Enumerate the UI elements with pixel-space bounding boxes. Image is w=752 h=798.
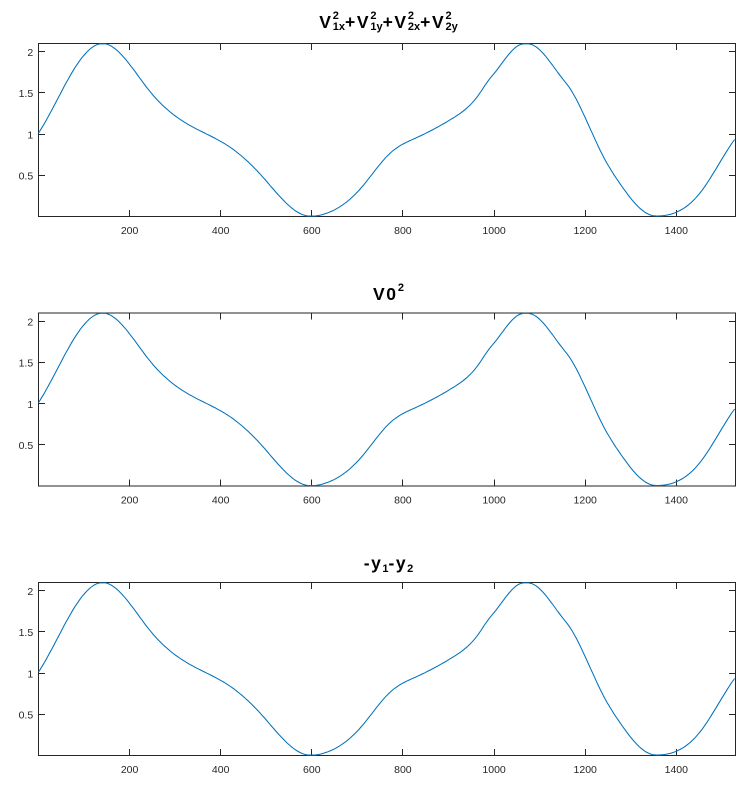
svg-text:1.5: 1.5 xyxy=(19,88,34,100)
svg-text:1400: 1400 xyxy=(665,225,689,237)
svg-text:400: 400 xyxy=(212,764,230,776)
svg-text:1: 1 xyxy=(27,668,33,680)
svg-text:2: 2 xyxy=(27,586,33,598)
svg-text:600: 600 xyxy=(303,494,321,506)
svg-text:2: 2 xyxy=(27,47,33,59)
svg-text:0.5: 0.5 xyxy=(19,440,34,452)
svg-text:0.5: 0.5 xyxy=(19,171,34,183)
svg-text:800: 800 xyxy=(394,494,412,506)
svg-text:400: 400 xyxy=(212,225,230,237)
svg-text:2: 2 xyxy=(27,316,33,328)
svg-text:1200: 1200 xyxy=(574,494,598,506)
svg-text:1000: 1000 xyxy=(482,225,506,237)
svg-text:600: 600 xyxy=(303,764,321,776)
svg-text:1.5: 1.5 xyxy=(19,358,34,370)
svg-text:1000: 1000 xyxy=(482,764,506,776)
svg-text:1: 1 xyxy=(27,129,33,141)
svg-text:1400: 1400 xyxy=(665,494,689,506)
svg-text:1200: 1200 xyxy=(574,225,598,237)
svg-text:0.5: 0.5 xyxy=(19,710,34,722)
svg-text:1: 1 xyxy=(27,399,33,411)
svg-text:1400: 1400 xyxy=(665,764,689,776)
svg-text:1200: 1200 xyxy=(574,764,598,776)
svg-text:1.5: 1.5 xyxy=(19,627,34,639)
svg-text:800: 800 xyxy=(394,764,412,776)
svg-text:200: 200 xyxy=(121,494,139,506)
svg-text:800: 800 xyxy=(394,225,412,237)
svg-text:200: 200 xyxy=(121,764,139,776)
svg-text:1000: 1000 xyxy=(482,494,506,506)
svg-text:200: 200 xyxy=(121,225,139,237)
svg-text:600: 600 xyxy=(303,225,321,237)
svg-text:400: 400 xyxy=(212,494,230,506)
